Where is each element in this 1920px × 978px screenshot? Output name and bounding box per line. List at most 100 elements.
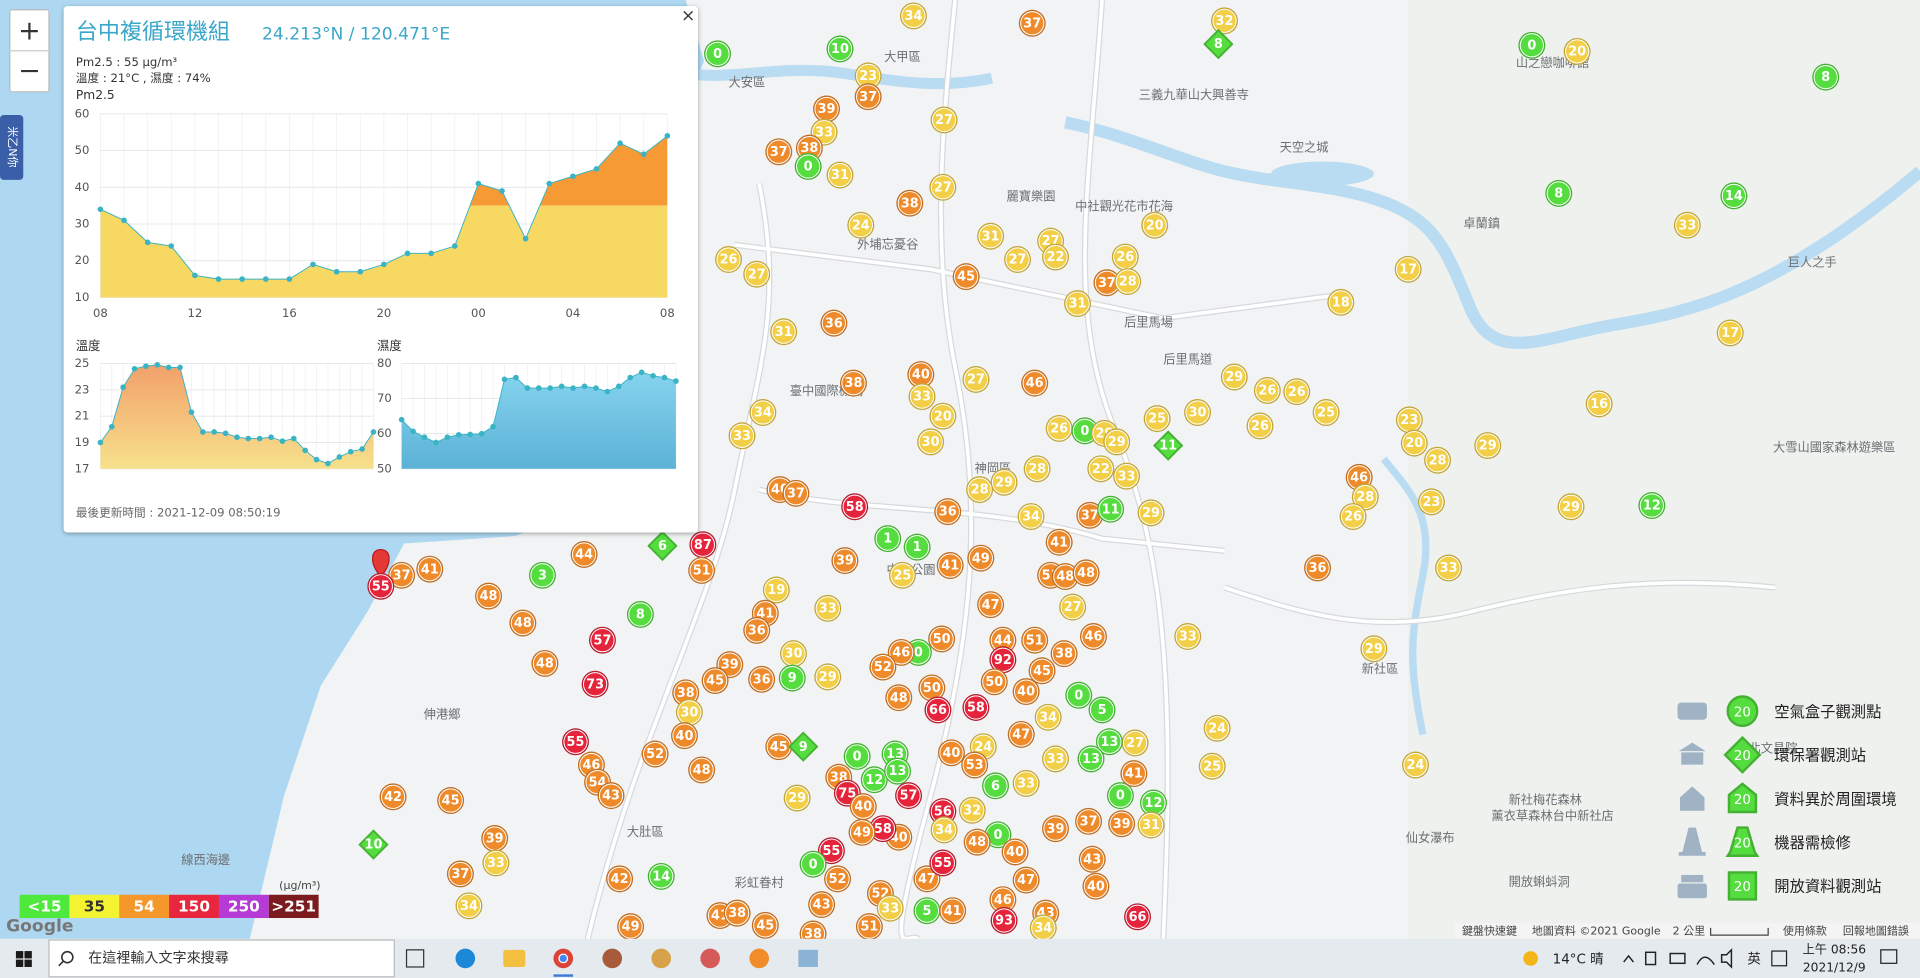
- sensor-marker[interactable]: 55: [562, 728, 589, 756]
- report-error[interactable]: 回報地圖錯誤: [1843, 923, 1909, 937]
- sensor-marker[interactable]: 8: [1812, 63, 1840, 91]
- shortcuts[interactable]: 鍵盤快速鍵: [1462, 923, 1517, 937]
- sensor-marker[interactable]: 36: [820, 309, 848, 337]
- sensor-marker[interactable]: 24: [847, 211, 875, 239]
- sensor-marker[interactable]: 41: [1045, 528, 1073, 556]
- sensor-marker[interactable]: 25: [1143, 405, 1171, 433]
- sensor-marker[interactable]: 38: [723, 899, 751, 927]
- sensor-marker[interactable]: 5: [1088, 696, 1116, 724]
- sensor-marker[interactable]: 23: [1417, 488, 1445, 516]
- sensor-marker[interactable]: 27: [1004, 246, 1032, 273]
- sensor-marker[interactable]: 44: [570, 541, 598, 568]
- sensor-marker[interactable]: 38: [896, 189, 924, 217]
- epa-marker[interactable]: 10: [358, 829, 389, 860]
- sensor-marker[interactable]: 48: [1072, 559, 1100, 587]
- sensor-marker[interactable]: 40: [1082, 872, 1110, 900]
- sensor-marker[interactable]: 42: [606, 865, 634, 893]
- sensor-marker[interactable]: 45: [701, 667, 729, 695]
- sensor-marker[interactable]: 33: [728, 422, 756, 450]
- sensor-marker[interactable]: 39: [831, 547, 859, 575]
- sensor-marker[interactable]: 39: [481, 824, 509, 852]
- sensor-marker[interactable]: 0: [1518, 31, 1546, 59]
- sensor-marker[interactable]: 34: [900, 2, 927, 30]
- sensor-marker[interactable]: 48: [688, 756, 716, 784]
- sensor-marker[interactable]: 29: [814, 663, 842, 691]
- sensor-marker[interactable]: 30: [917, 428, 945, 456]
- sensor-marker[interactable]: 45: [952, 263, 980, 291]
- sensor-marker[interactable]: 46: [887, 638, 915, 666]
- sensor-marker[interactable]: 50: [928, 625, 956, 653]
- sensor-marker[interactable]: 53: [961, 751, 989, 779]
- tray-icons[interactable]: [1623, 948, 1733, 969]
- sensor-marker[interactable]: 29: [1557, 493, 1585, 521]
- sensor-marker[interactable]: 27: [1059, 593, 1087, 621]
- sensor-marker[interactable]: 39: [1042, 815, 1069, 843]
- sensor-marker[interactable]: 20: [1400, 429, 1428, 457]
- sensor-marker[interactable]: 28: [1023, 455, 1051, 483]
- search-placeholder[interactable]: 在這裡輸入文字來搜尋: [88, 949, 229, 966]
- sensor-marker[interactable]: 29: [1103, 428, 1131, 456]
- sensor-marker[interactable]: 33: [482, 849, 510, 877]
- sensor-marker[interactable]: 48: [531, 649, 559, 677]
- sensor-marker[interactable]: 33: [1113, 462, 1140, 490]
- sensor-marker[interactable]: 20: [1563, 37, 1591, 65]
- sensor-marker[interactable]: 47: [1012, 866, 1040, 894]
- clock-date[interactable]: 2021/12/9: [1803, 961, 1866, 975]
- sensor-marker[interactable]: 55: [929, 849, 957, 877]
- epa-marker[interactable]: 6: [647, 530, 678, 562]
- sensor-marker[interactable]: 51: [1021, 626, 1049, 654]
- sensor-marker[interactable]: 0: [704, 40, 732, 68]
- zoom-in[interactable]: +: [18, 15, 41, 46]
- sensor-marker[interactable]: 26: [1246, 412, 1274, 440]
- sensor-marker[interactable]: 18: [1327, 288, 1355, 316]
- sensor-marker[interactable]: 47: [977, 591, 1005, 619]
- sensor-marker[interactable]: 40: [937, 739, 965, 767]
- sensor-marker[interactable]: 13: [1077, 745, 1105, 773]
- sensor-marker[interactable]: 48: [475, 582, 503, 610]
- sensor-marker[interactable]: 34: [1017, 503, 1045, 531]
- sensor-marker[interactable]: 37: [446, 860, 474, 888]
- sensor-marker[interactable]: 50: [980, 668, 1008, 696]
- sensor-marker[interactable]: 41: [416, 555, 444, 583]
- sensor-marker[interactable]: 39: [813, 95, 840, 123]
- sensor-marker[interactable]: 16: [1585, 390, 1613, 418]
- tab-label[interactable]: 米乙N你: [6, 126, 19, 167]
- sensor-marker[interactable]: 30: [1184, 399, 1212, 426]
- sensor-marker[interactable]: 52: [869, 653, 897, 681]
- sensor-marker[interactable]: 36: [748, 665, 776, 693]
- sensor-marker[interactable]: 47: [1007, 720, 1035, 748]
- sensor-marker[interactable]: 40: [1001, 838, 1029, 866]
- sensor-marker[interactable]: 45: [751, 911, 779, 939]
- sensor-marker[interactable]: 37: [1076, 501, 1104, 529]
- sensor-marker[interactable]: 28: [1351, 483, 1379, 511]
- sensor-marker[interactable]: 33: [876, 894, 904, 922]
- sensor-marker[interactable]: 30: [675, 698, 703, 726]
- sensor-marker[interactable]: 30: [780, 640, 807, 668]
- sensor-marker[interactable]: 9: [778, 664, 806, 692]
- sensor-marker[interactable]: 55: [367, 548, 395, 600]
- sensor-marker[interactable]: 45: [1028, 657, 1056, 685]
- sensor-marker[interactable]: 33: [814, 594, 842, 622]
- sensor-marker[interactable]: 31: [1064, 290, 1092, 318]
- sensor-marker[interactable]: 39: [1108, 810, 1136, 838]
- sensor-marker[interactable]: 29: [990, 468, 1018, 496]
- notification-icon[interactable]: [1880, 949, 1898, 964]
- sensor-marker[interactable]: 33: [1673, 211, 1701, 239]
- sensor-marker[interactable]: 17: [1716, 319, 1744, 347]
- sensor-marker[interactable]: 23: [854, 62, 882, 90]
- sensor-marker[interactable]: 25: [1198, 752, 1226, 780]
- sensor-marker[interactable]: 34: [1029, 914, 1057, 942]
- sensor-marker[interactable]: 3: [528, 561, 556, 589]
- sensor-marker[interactable]: 33: [1174, 623, 1202, 650]
- sensor-marker[interactable]: 0: [984, 821, 1012, 849]
- sensor-marker[interactable]: 33: [1042, 745, 1069, 773]
- sensor-marker[interactable]: 66: [924, 696, 952, 724]
- sensor-marker[interactable]: 87: [689, 531, 717, 559]
- sensor-marker[interactable]: 31: [977, 222, 1005, 250]
- sensor-marker[interactable]: 34: [455, 892, 483, 920]
- sensor-marker[interactable]: 31: [1137, 811, 1165, 839]
- sensor-marker[interactable]: 52: [866, 880, 894, 908]
- sensor-marker[interactable]: 13: [1095, 728, 1123, 756]
- keyboard-icon[interactable]: [1771, 950, 1788, 967]
- sensor-marker[interactable]: 41: [936, 552, 964, 579]
